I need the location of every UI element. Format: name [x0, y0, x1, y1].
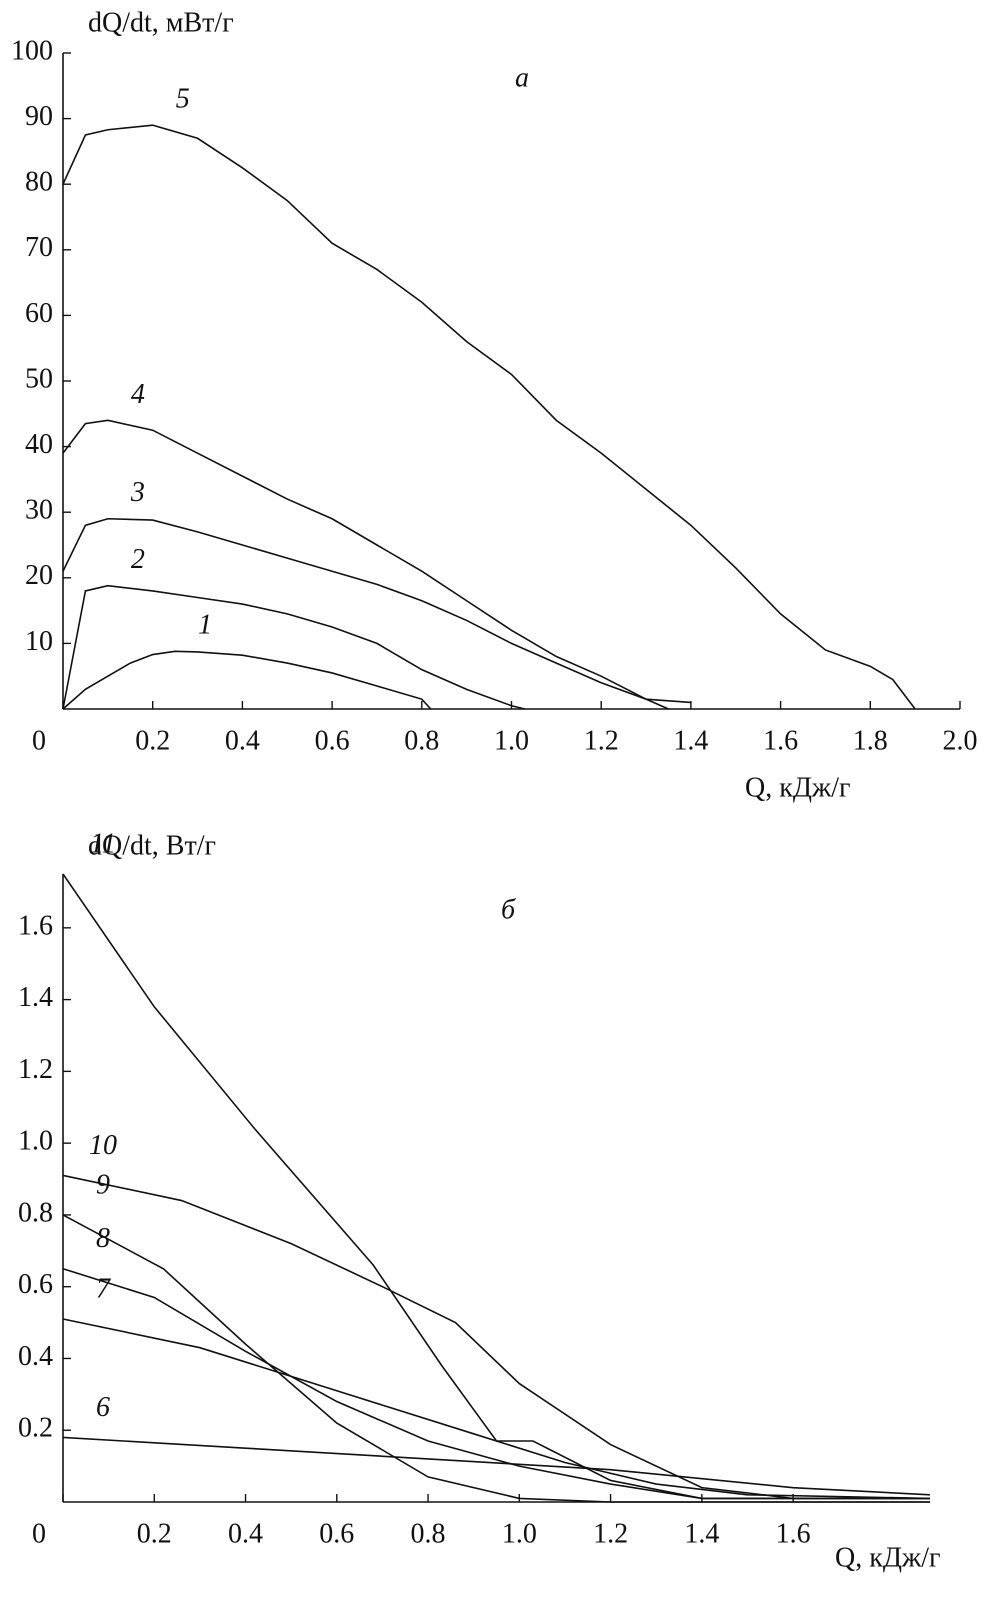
x-tick-label: 0: [32, 725, 46, 756]
y-tick-label: 0.2: [18, 1413, 53, 1444]
series-label: 3: [130, 477, 145, 508]
y-axis-title: dQ/dt, мВт/г: [88, 7, 234, 38]
y-tick-label: 0.4: [18, 1341, 53, 1372]
data-line: [62, 1174, 930, 1500]
y-tick-label: 60: [25, 298, 53, 329]
series-label: 6: [96, 1392, 110, 1423]
series-label: 5: [176, 84, 190, 115]
x-tick-label: 0.2: [137, 1518, 172, 1549]
x-tick-label: 1.6: [776, 1518, 811, 1549]
series-label: 8: [96, 1223, 110, 1254]
x-tick-label: 1.6: [763, 725, 798, 756]
x-axis-title: Q, кДж/г: [835, 1542, 941, 1573]
panel-letter: а: [515, 62, 529, 93]
x-tick-label: 0: [32, 1518, 46, 1549]
x-tick-label: 0.4: [225, 725, 260, 756]
series-label: 7: [96, 1273, 111, 1304]
series-label: 9: [96, 1169, 110, 1200]
data-line: [62, 873, 930, 1500]
y-axis-title: dQ/dt, Вт/г: [88, 830, 216, 861]
x-tick-label: 0.8: [404, 725, 439, 756]
y-tick-label: 100: [11, 35, 53, 66]
x-tick-label: 2.0: [943, 725, 978, 756]
x-tick-label: 0.6: [319, 1518, 354, 1549]
x-tick-label: 1.4: [673, 725, 708, 756]
data-line: [62, 1267, 930, 1500]
y-tick-label: 1.4: [18, 982, 53, 1013]
y-tick-label: 20: [25, 560, 53, 591]
series-label: 1: [198, 610, 212, 641]
series-label: 4: [131, 379, 145, 410]
x-tick-label: 0.2: [135, 725, 170, 756]
y-tick-label: 30: [25, 495, 53, 526]
data-line: [62, 517, 691, 704]
data-line: [62, 584, 526, 710]
data-line: [62, 1318, 931, 1500]
x-tick-label: 1.0: [502, 1518, 537, 1549]
y-tick-label: 0.6: [18, 1269, 53, 1300]
x-tick-label: 1.4: [684, 1518, 719, 1549]
y-tick-label: 0.8: [18, 1197, 53, 1228]
data-line: [62, 1214, 930, 1503]
y-tick-label: 1.6: [18, 910, 53, 941]
x-tick-label: 1.2: [593, 1518, 628, 1549]
x-tick-label: 0.6: [315, 725, 350, 756]
y-tick-label: 50: [25, 363, 53, 394]
series-label: 2: [131, 544, 145, 575]
x-tick-label: 1.0: [494, 725, 529, 756]
y-tick-label: 80: [25, 167, 53, 198]
x-axis-title: Q, кДж/г: [745, 772, 851, 803]
data-line: [62, 650, 432, 710]
y-tick-label: 70: [25, 232, 53, 263]
y-tick-label: 90: [25, 101, 53, 132]
x-tick-label: 0.4: [228, 1518, 263, 1549]
data-line: [62, 124, 916, 710]
series-label: 10: [89, 1130, 117, 1161]
y-tick-label: 10: [25, 626, 53, 657]
data-line: [62, 1436, 931, 1496]
x-tick-label: 1.2: [584, 725, 619, 756]
series-label: 11: [90, 828, 116, 859]
y-tick-label: 1.2: [18, 1054, 53, 1085]
x-tick-label: 0.8: [411, 1518, 446, 1549]
panel-letter: б: [501, 894, 516, 925]
y-tick-label: 40: [25, 429, 53, 460]
x-tick-label: 1.8: [853, 725, 888, 756]
y-tick-label: 1.0: [18, 1126, 53, 1157]
data-line: [62, 419, 669, 710]
